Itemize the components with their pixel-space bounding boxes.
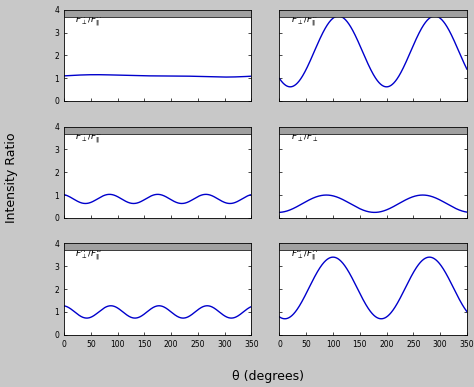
- Text: $F_{\perp}^{A}/F_{\|}^{B}$: $F_{\perp}^{A}/F_{\|}^{B}$: [75, 129, 102, 146]
- Bar: [280, 10, 467, 21]
- Text: $F_{\perp}^{B}/F_{\|}^{B}$: $F_{\perp}^{B}/F_{\|}^{B}$: [291, 12, 318, 29]
- Bar: [280, 127, 467, 138]
- Text: Intensity Ratio: Intensity Ratio: [5, 133, 18, 223]
- Bar: [280, 243, 467, 255]
- Text: $F_{\perp}^{A}/F_{\perp}^{B}$: $F_{\perp}^{A}/F_{\perp}^{B}$: [291, 129, 319, 144]
- Text: $F_{\perp}^{B}/F_{\|}^{A}$: $F_{\perp}^{B}/F_{\|}^{A}$: [291, 246, 318, 263]
- Text: $F_{\perp}^{A}/F_{\|}^{A}$: $F_{\perp}^{A}/F_{\|}^{A}$: [75, 12, 102, 29]
- Bar: [64, 10, 251, 21]
- Bar: [64, 243, 251, 255]
- Text: θ (degrees): θ (degrees): [232, 370, 304, 383]
- Text: $F_{\perp}^{A}/F_{\|}^{B}$: $F_{\perp}^{A}/F_{\|}^{B}$: [75, 246, 102, 263]
- Bar: [64, 127, 251, 138]
